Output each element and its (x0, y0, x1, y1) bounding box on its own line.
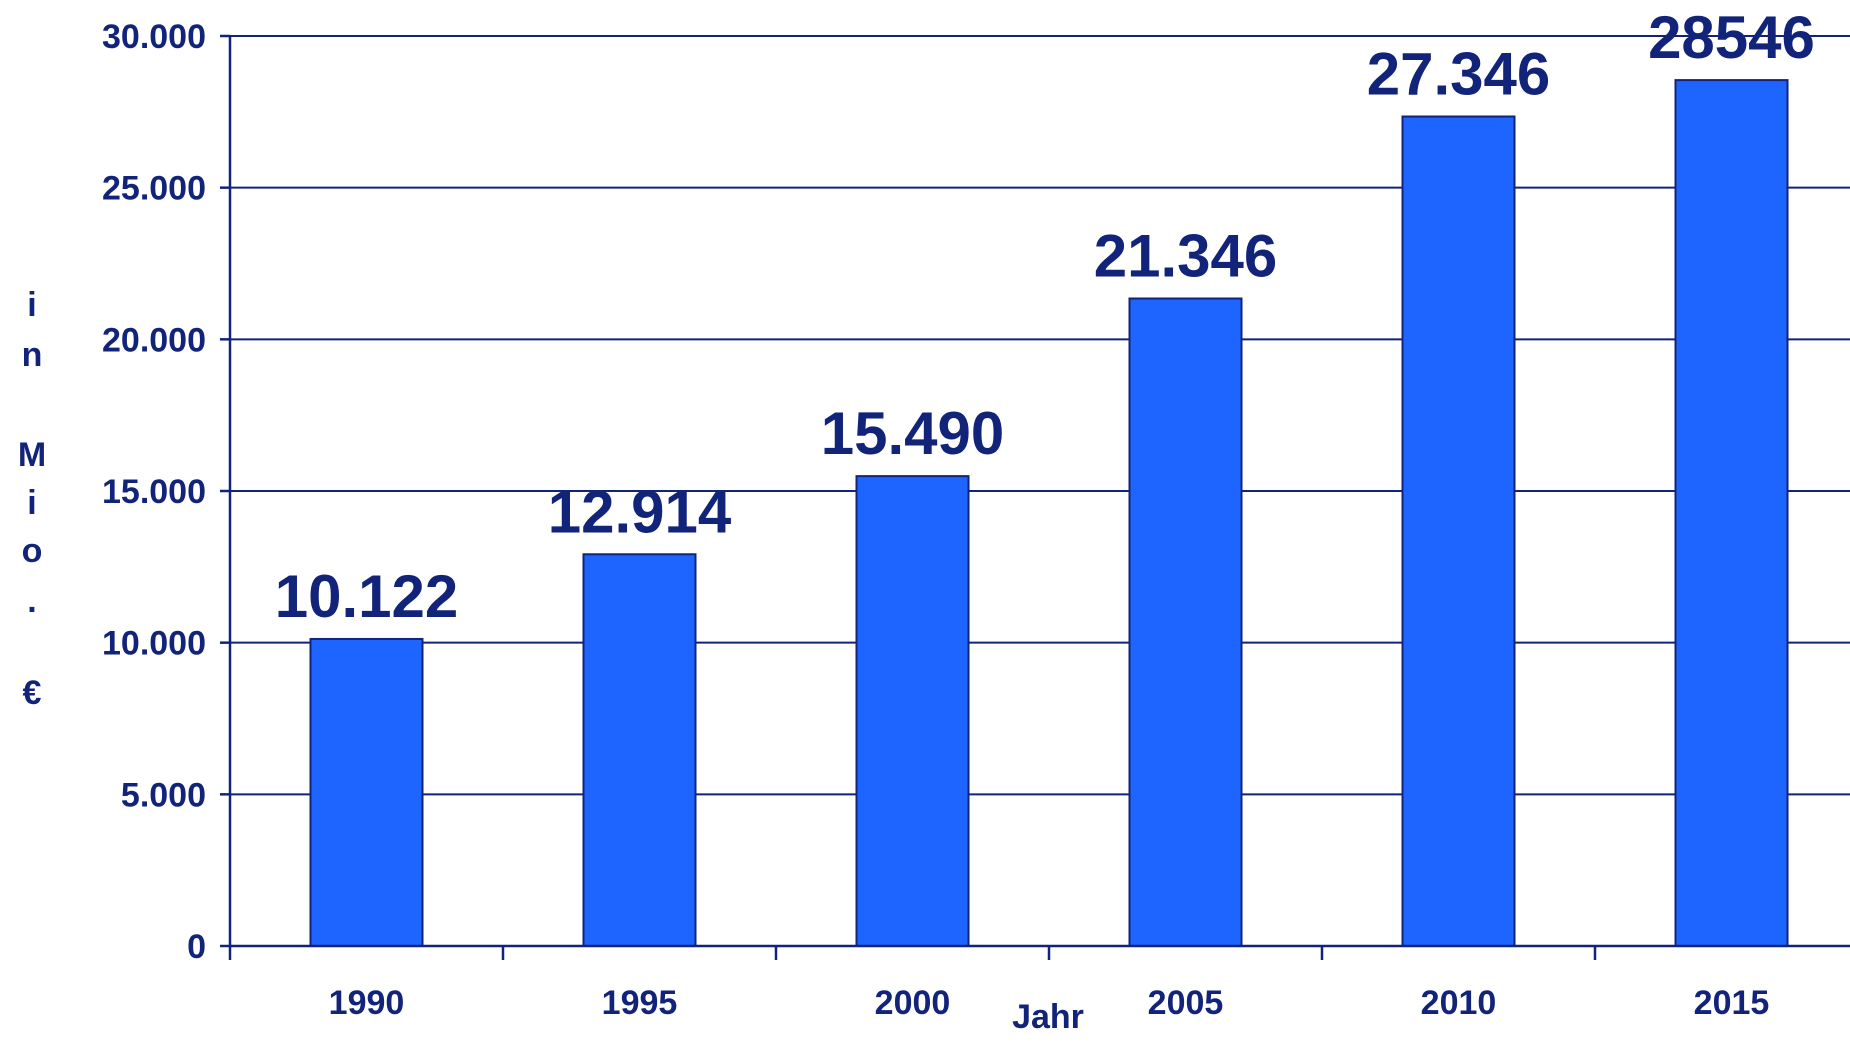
y-axis-title-char: M (18, 436, 46, 474)
y-tick-label: 5.000 (121, 776, 206, 814)
data-label-1990: 10.122 (275, 563, 459, 630)
x-tick-label-2010: 2010 (1421, 984, 1497, 1022)
bar-1995 (582, 553, 697, 947)
y-axis-title-char: n (22, 336, 43, 374)
bar-2010 (1401, 115, 1516, 948)
x-tick-label-1990: 1990 (329, 984, 405, 1022)
data-label-2015: 28546 (1648, 4, 1815, 71)
y-tick-label: 10.000 (102, 625, 206, 663)
x-tick-label-2000: 2000 (875, 984, 951, 1022)
x-axis-title: Jahr (1012, 998, 1084, 1036)
data-labels: 10.122 12.914 15.490 21.346 27.346 28546 (275, 4, 1815, 630)
data-label-1995: 12.914 (548, 478, 732, 545)
y-tick-label: 30.000 (102, 18, 206, 56)
x-tick-label-1995: 1995 (602, 984, 678, 1022)
gridlines (230, 35, 1850, 796)
bar-2000 (855, 475, 970, 947)
data-label-2005: 21.346 (1094, 223, 1278, 290)
y-tick-label: 0 (187, 928, 206, 966)
y-tick-labels: 0 5.000 10.000 15.000 20.000 25.000 30.000 (102, 18, 206, 966)
y-axis-title-char: i (27, 484, 36, 522)
y-axis-title-char: . (27, 582, 36, 620)
axes (220, 34, 1850, 960)
x-tick-label-2015: 2015 (1694, 984, 1770, 1022)
y-axis-title-char: o (22, 532, 43, 570)
x-tick-label-2005: 2005 (1148, 984, 1224, 1022)
bar-1990 (309, 637, 424, 947)
y-tick-label: 20.000 (102, 321, 206, 359)
y-axis-title-char: € (23, 674, 42, 712)
bars (309, 79, 1789, 948)
data-label-2000: 15.490 (821, 400, 1005, 467)
y-axis-title-char: i (27, 286, 36, 324)
bar-2015 (1674, 79, 1789, 947)
y-tick-label: 15.000 (102, 473, 206, 511)
x-tick-labels: 1990 1995 2000 2005 2010 2015 (329, 984, 1770, 1022)
y-tick-label: 25.000 (102, 170, 206, 208)
bar-2005 (1128, 297, 1243, 948)
data-label-2010: 27.346 (1367, 41, 1551, 108)
